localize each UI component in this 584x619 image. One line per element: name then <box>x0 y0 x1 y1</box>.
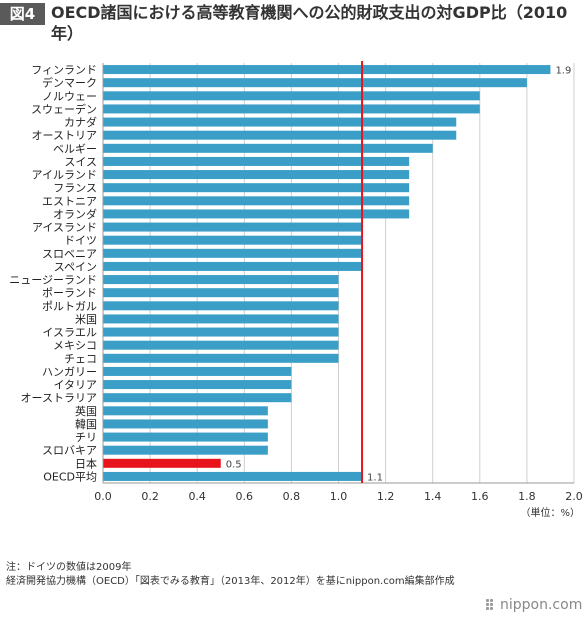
bar <box>103 261 363 271</box>
x-tick-label: 1.0 <box>330 490 348 503</box>
category-label: 韓国 <box>75 418 97 431</box>
bar <box>103 340 339 350</box>
bar <box>103 65 551 75</box>
bar <box>103 143 433 153</box>
bar <box>103 222 363 232</box>
bar <box>103 288 339 298</box>
bar <box>103 275 339 285</box>
category-label: 米国 <box>75 313 97 326</box>
category-label: ベルギー <box>53 142 97 155</box>
bar <box>103 235 363 245</box>
bar <box>103 183 410 193</box>
bar <box>103 406 268 416</box>
category-label: オーストリア <box>32 129 97 142</box>
bar <box>103 156 410 166</box>
bar <box>103 432 268 442</box>
x-tick-label: 0.6 <box>236 490 254 503</box>
category-label: オランダ <box>53 207 97 221</box>
bar <box>103 104 480 114</box>
nippon-logo: nippon.com <box>486 597 582 613</box>
data-label: 1.9 <box>555 66 571 77</box>
bar <box>103 393 292 403</box>
bar <box>103 314 339 324</box>
category-label: イスラエル <box>42 326 97 339</box>
category-label: OECD平均 <box>43 470 97 483</box>
chart-title: OECD諸国における高等教育機関への公的財政支出の対GDP比（2010年） <box>51 3 568 43</box>
x-tick-label: 1.8 <box>518 490 536 503</box>
category-label: フィンランド <box>31 64 97 77</box>
category-label: スロバキア <box>42 444 97 457</box>
category-label: メキシコ <box>53 339 97 352</box>
bar <box>103 91 480 101</box>
bar <box>103 327 339 337</box>
bar <box>103 170 410 180</box>
category-label: チリ <box>75 431 97 444</box>
unit-label: （単位：%） <box>520 506 580 519</box>
category-label: ポルトガル <box>42 300 97 313</box>
source-text: 経済開発協力機構（OECD）「図表でみる教育」（2013年、2012年）を基にn… <box>6 576 455 587</box>
category-label: アイスランド <box>32 221 97 234</box>
category-label: ノルウェー <box>42 90 97 103</box>
bar <box>103 301 339 311</box>
category-label: フランス <box>53 182 97 195</box>
category-label: カナダ <box>64 115 97 129</box>
bar <box>103 380 292 390</box>
x-tick-label: 2.0 <box>565 490 583 503</box>
bar <box>103 209 410 219</box>
category-label: イタリア <box>53 379 97 392</box>
bar <box>103 419 268 429</box>
category-label: 日本 <box>75 456 97 470</box>
bar <box>103 445 268 455</box>
figure-label: 図4 <box>0 3 45 25</box>
category-label: デンマーク <box>42 76 97 90</box>
x-tick-label: 1.4 <box>424 490 442 503</box>
category-label: スペイン <box>54 260 97 273</box>
bar <box>103 117 457 127</box>
category-label: 英国 <box>75 404 97 418</box>
x-tick-label: 0.0 <box>94 490 112 503</box>
bar <box>103 471 363 481</box>
x-tick-label: 1.6 <box>471 490 489 503</box>
bar <box>103 130 457 140</box>
x-tick-label: 0.2 <box>141 490 159 503</box>
data-label: 1.1 <box>367 472 383 483</box>
logo-text: nippon.com <box>500 597 583 613</box>
category-label: ポーランド <box>42 287 97 300</box>
category-label: アイルランド <box>32 169 97 182</box>
category-label: ハンガリー <box>42 365 97 378</box>
bar <box>103 458 221 468</box>
x-tick-label: 1.2 <box>377 490 395 503</box>
bar-chart: フィンランド 1.9 デンマークノルウェースウェーデンカナダオーストリアベルギースイ… <box>9 61 583 519</box>
bar <box>103 196 410 206</box>
bar <box>103 78 527 88</box>
logo-dots-icon <box>486 599 496 611</box>
bar <box>103 248 363 258</box>
category-label: スウェーデン <box>31 102 97 116</box>
note-text: 注：ドイツの数値は2009年 <box>6 562 132 573</box>
category-label: ドイツ <box>64 234 97 247</box>
category-label: スロベニア <box>42 247 97 260</box>
x-tick-label: 0.8 <box>283 490 301 503</box>
data-label: 0.5 <box>226 459 242 470</box>
x-tick-label: 0.4 <box>188 490 206 503</box>
category-label: チェコ <box>64 352 97 365</box>
category-label: エストニア <box>42 195 97 208</box>
bar <box>103 353 339 363</box>
category-label: オーストラリア <box>21 392 97 405</box>
category-label: ニュージーランド <box>9 274 97 287</box>
bar <box>103 366 292 376</box>
category-label: スイス <box>64 155 97 168</box>
